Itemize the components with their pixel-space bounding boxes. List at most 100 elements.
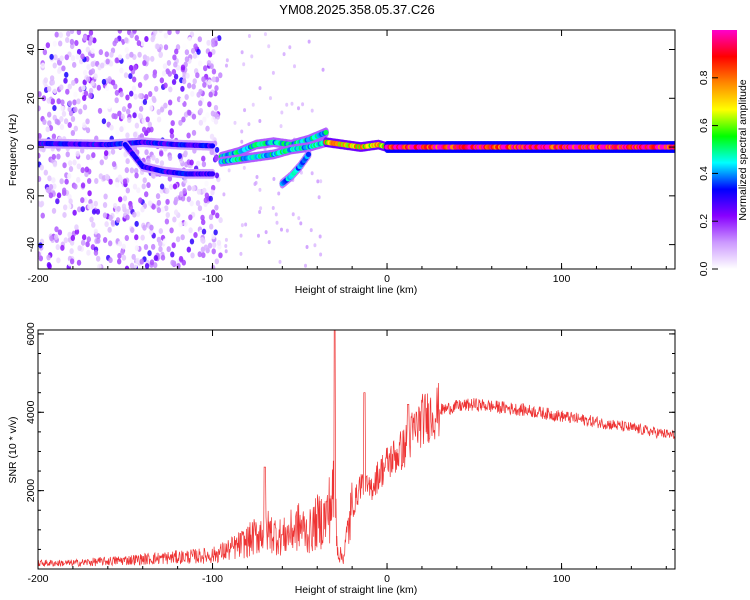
heatmap-noise-dot bbox=[128, 64, 134, 71]
heatmap-noise-dot bbox=[102, 236, 108, 243]
heatmap-noise-dot bbox=[163, 82, 168, 89]
heatmap-noise-dot bbox=[59, 178, 64, 185]
heatmap-noise-dot bbox=[61, 65, 66, 72]
snr-ytick-label: 4000 bbox=[25, 400, 37, 424]
heatmap-noise-dot bbox=[115, 129, 120, 136]
heatmap-noise-dot bbox=[151, 172, 156, 179]
heatmap-noise-dot bbox=[171, 68, 177, 75]
heatmap-noise-dot bbox=[225, 58, 229, 63]
heatmap-noise-dot bbox=[62, 211, 67, 218]
heatmap-noise-dot bbox=[68, 110, 74, 117]
heatmap-noise-dot bbox=[239, 233, 243, 238]
heatmap-cells bbox=[38, 30, 675, 269]
heatmap-noise-dot bbox=[167, 109, 173, 116]
heatmap-noise-dot bbox=[180, 64, 186, 71]
heatmap-noise-dot bbox=[134, 220, 139, 227]
heatmap-noise-dot bbox=[76, 48, 82, 55]
heatmap-noise-dot bbox=[211, 184, 216, 191]
heatmap-noise-dot bbox=[107, 240, 113, 247]
heatmap-noise-dot bbox=[159, 150, 164, 157]
heatmap-noise-dot bbox=[39, 200, 45, 207]
heatmap-noise-dot bbox=[82, 69, 88, 76]
heatmap-noise-dot bbox=[69, 30, 75, 35]
heatmap-noise-dot bbox=[148, 98, 153, 105]
heatmap-noise-dot bbox=[215, 212, 220, 219]
heatmap-noise-dot bbox=[125, 132, 130, 139]
heatmap-noise-dot bbox=[98, 49, 104, 56]
heatmap-noise-dot bbox=[198, 119, 204, 126]
heatmap-noise-dot bbox=[213, 229, 218, 236]
spectrogram-ytick-label: -20 bbox=[25, 188, 37, 203]
heatmap-noise-dot bbox=[279, 124, 283, 129]
heatmap-noise-dot bbox=[141, 117, 146, 124]
spectrogram-ytick-label: 0 bbox=[25, 144, 37, 150]
heatmap-noise-dot bbox=[183, 150, 188, 157]
heatmap-noise-dot bbox=[201, 76, 206, 83]
heatmap-noise-dot bbox=[168, 183, 174, 190]
heatmap-noise-dot bbox=[95, 208, 101, 215]
snr-series-line bbox=[37, 329, 676, 567]
heatmap-noise-dot bbox=[173, 73, 179, 80]
heatmap-noise-dot bbox=[117, 54, 123, 61]
heatmap-noise-dot bbox=[201, 228, 207, 235]
heatmap-noise-dot bbox=[72, 159, 77, 166]
heatmap-noise-dot bbox=[178, 119, 183, 126]
heatmap-noise-dot bbox=[187, 109, 192, 116]
heatmap-noise-dot bbox=[145, 55, 150, 62]
heatmap-noise-dot bbox=[280, 110, 284, 115]
heatmap-noise-dot bbox=[197, 60, 203, 67]
heatmap-noise-dot bbox=[48, 192, 54, 199]
heatmap-noise-dot bbox=[181, 259, 187, 266]
heatmap-noise-dot bbox=[172, 183, 178, 190]
heatmap-noise-dot bbox=[101, 78, 107, 85]
heatmap-noise-dot bbox=[93, 249, 99, 256]
heatmap-noise-dot bbox=[277, 191, 281, 196]
heatmap-noise-dot bbox=[153, 262, 158, 269]
heatmap-noise-dot bbox=[272, 177, 276, 182]
heatmap-noise-dot bbox=[69, 38, 75, 45]
heatmap-noise-dot bbox=[144, 191, 149, 198]
heatmap-noise-dot bbox=[56, 98, 61, 105]
heatmap-noise-dot bbox=[124, 37, 129, 44]
heatmap-noise-dot bbox=[109, 124, 114, 131]
heatmap-noise-dot bbox=[156, 199, 162, 206]
heatmap-noise-dot bbox=[165, 198, 170, 205]
heatmap-noise-dot bbox=[87, 203, 92, 210]
heatmap-noise-dot bbox=[167, 155, 173, 162]
heatmap-noise-dot bbox=[45, 186, 51, 193]
heatmap-noise-dot bbox=[57, 229, 63, 236]
heatmap-noise-dot bbox=[125, 187, 131, 194]
heatmap-ridge-point bbox=[209, 171, 216, 177]
heatmap-noise-dot bbox=[138, 93, 143, 100]
heatmap-noise-dot bbox=[66, 203, 72, 210]
heatmap-noise-dot bbox=[98, 173, 104, 180]
heatmap-noise-dot bbox=[188, 214, 193, 221]
colorbar-ticks: 0.0 0.2 0.4 0.6 0.8 bbox=[698, 70, 718, 276]
heatmap-noise-dot bbox=[111, 161, 117, 168]
heatmap-noise-dot bbox=[180, 85, 185, 92]
heatmap-noise-dot bbox=[65, 88, 70, 95]
heatmap-noise-dot bbox=[203, 65, 208, 72]
heatmap-noise-dot bbox=[279, 227, 283, 232]
heatmap-noise-dot bbox=[191, 83, 196, 90]
heatmap-noise-dot bbox=[52, 161, 58, 168]
heatmap-noise-dot bbox=[299, 221, 303, 226]
heatmap-noise-dot bbox=[154, 157, 160, 164]
heatmap-noise-dot bbox=[197, 205, 203, 212]
heatmap-noise-dot bbox=[256, 233, 260, 238]
heatmap-noise-dot bbox=[196, 91, 201, 98]
heatmap-noise-dot bbox=[156, 116, 162, 123]
heatmap-noise-dot bbox=[132, 112, 137, 119]
heatmap-noise-dot bbox=[129, 51, 134, 58]
heatmap-noise-dot bbox=[278, 259, 282, 264]
heatmap-noise-dot bbox=[195, 160, 201, 167]
heatmap-noise-dot bbox=[80, 206, 85, 213]
heatmap-noise-dot bbox=[124, 47, 129, 54]
heatmap-noise-dot bbox=[47, 111, 52, 118]
heatmap-noise-dot bbox=[42, 49, 48, 56]
heatmap-noise-dot bbox=[206, 39, 211, 46]
snr-frame bbox=[37, 329, 676, 570]
heatmap-noise-dot bbox=[169, 132, 175, 139]
